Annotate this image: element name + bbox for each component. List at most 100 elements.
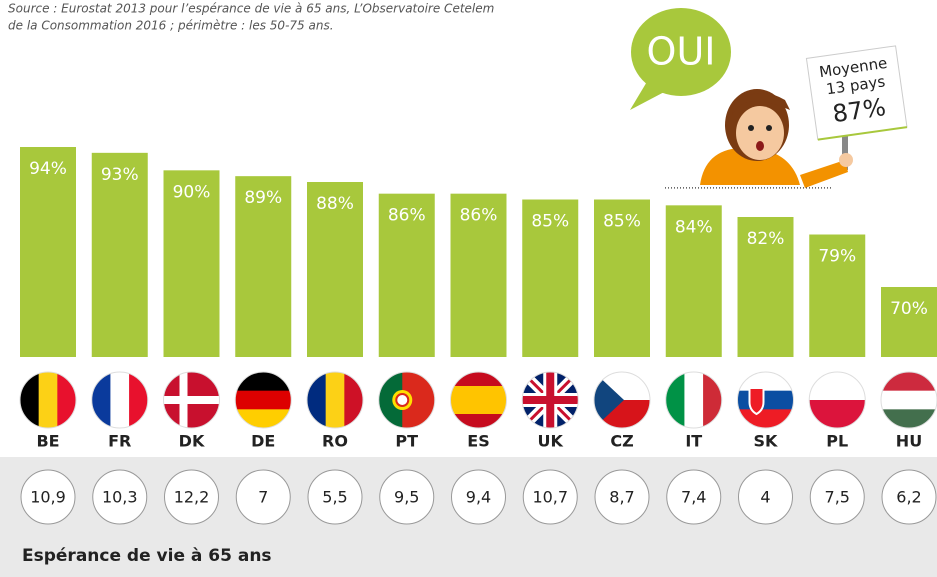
flag-part <box>307 372 327 428</box>
bar <box>594 199 650 357</box>
bar-label: 82% <box>747 229 785 249</box>
flag-part <box>110 372 130 428</box>
x-tick-label: PL <box>826 432 848 451</box>
life-expectancy-circle <box>20 469 76 525</box>
flag <box>91 372 148 428</box>
bar-label: 89% <box>244 188 282 208</box>
life-expectancy-value: 9,5 <box>394 488 419 507</box>
x-tick-label: ES <box>467 432 489 451</box>
life-expectancy-circle <box>235 469 291 525</box>
x-tick-label: DK <box>179 432 205 451</box>
life-expectancy-circle <box>522 469 578 525</box>
flag <box>307 372 363 428</box>
bar-label: 86% <box>388 206 426 226</box>
flag-part <box>450 386 507 401</box>
bar-label: 85% <box>603 212 641 232</box>
flag-part <box>235 390 292 410</box>
flag-border <box>593 371 651 429</box>
flag-part <box>809 400 866 428</box>
flag-part <box>737 409 794 428</box>
flag-part <box>748 387 765 416</box>
flag-border <box>665 371 723 429</box>
flag-part <box>450 372 507 387</box>
life-expectancy-value: 4 <box>760 488 770 507</box>
bar-label: 90% <box>173 182 211 202</box>
life-expectancy-value: 5,5 <box>322 488 347 507</box>
flag <box>378 372 435 428</box>
flag-part <box>378 372 403 428</box>
x-tick-label: SK <box>754 432 779 451</box>
life-expectancy-label: Espérance de vie à 65 ans <box>22 546 272 566</box>
life-expectancy-circle <box>307 469 363 525</box>
bar <box>450 193 507 357</box>
flag <box>163 372 220 428</box>
life-expectancy-value: 6,2 <box>896 488 921 507</box>
flag <box>737 372 794 428</box>
flag-border <box>808 371 866 429</box>
x-tick-label: BE <box>36 432 59 451</box>
x-tick-label: PT <box>395 432 418 451</box>
x-tick-label: UK <box>538 432 564 451</box>
bar-label: 85% <box>531 212 569 232</box>
flag-part <box>522 396 579 404</box>
life-expectancy-circle <box>594 469 650 525</box>
flag <box>20 372 76 428</box>
life-expectancy-circle <box>92 469 148 525</box>
x-tick-label: FR <box>108 432 131 451</box>
character <box>700 89 853 188</box>
bar <box>307 182 363 357</box>
bar <box>378 193 435 357</box>
life-expectancy-circle <box>881 469 937 525</box>
life-expectancy-circle <box>379 469 435 525</box>
life-expectancy-value: 10,7 <box>532 488 568 507</box>
flag-part <box>737 390 794 410</box>
flag-part <box>665 372 685 428</box>
life-expectancy-value: 10,3 <box>102 488 138 507</box>
source: de la Consommation 2016 ; périmètre : le… <box>8 19 334 33</box>
flag-part <box>450 400 507 415</box>
bar-label: 93% <box>101 165 139 185</box>
x-tick-label: DE <box>251 432 275 451</box>
life-expectancy-value: 7,4 <box>681 488 706 507</box>
flag-part <box>235 409 292 428</box>
flag-part <box>91 372 111 428</box>
bubble-text: OUI <box>647 30 716 74</box>
bar <box>522 199 579 357</box>
flag-part <box>809 372 866 401</box>
flag-part <box>395 393 410 407</box>
life-expectancy-value: 10,9 <box>30 488 66 507</box>
bar <box>235 176 292 357</box>
x-tick-label: RO <box>322 432 348 451</box>
flag <box>881 372 937 428</box>
flag-part <box>235 372 292 392</box>
flag-part <box>57 372 76 428</box>
flag-border <box>234 371 292 429</box>
flag-part <box>881 409 937 428</box>
bar-label: 79% <box>818 247 856 267</box>
life-expectancy-value: 7 <box>258 488 268 507</box>
sign: Moyenne 13 pays 87% <box>805 45 908 141</box>
flag-border <box>521 371 579 429</box>
life-expectancy-circle <box>738 469 793 525</box>
flag-border <box>378 371 436 429</box>
bar <box>737 217 794 357</box>
flag-part <box>325 372 345 428</box>
bar <box>91 152 148 357</box>
flag-part <box>38 372 58 428</box>
bar-label: 88% <box>316 194 354 214</box>
x-tick-label: CZ <box>610 432 633 451</box>
flag-part <box>344 372 363 428</box>
life-expectancy-value: 9,4 <box>466 488 491 507</box>
flag-part <box>684 372 704 428</box>
speech-bubble: OUI <box>630 8 731 110</box>
life-expectancy-circle <box>809 469 865 525</box>
flag <box>665 372 722 428</box>
flag <box>522 372 579 428</box>
flag-part <box>129 372 148 428</box>
flag-part <box>163 396 220 404</box>
flag-part <box>450 414 507 428</box>
life-expectancy-value: 8,7 <box>609 488 634 507</box>
bar-label: 70% <box>890 299 928 319</box>
life-expectancy-circle <box>164 469 219 525</box>
